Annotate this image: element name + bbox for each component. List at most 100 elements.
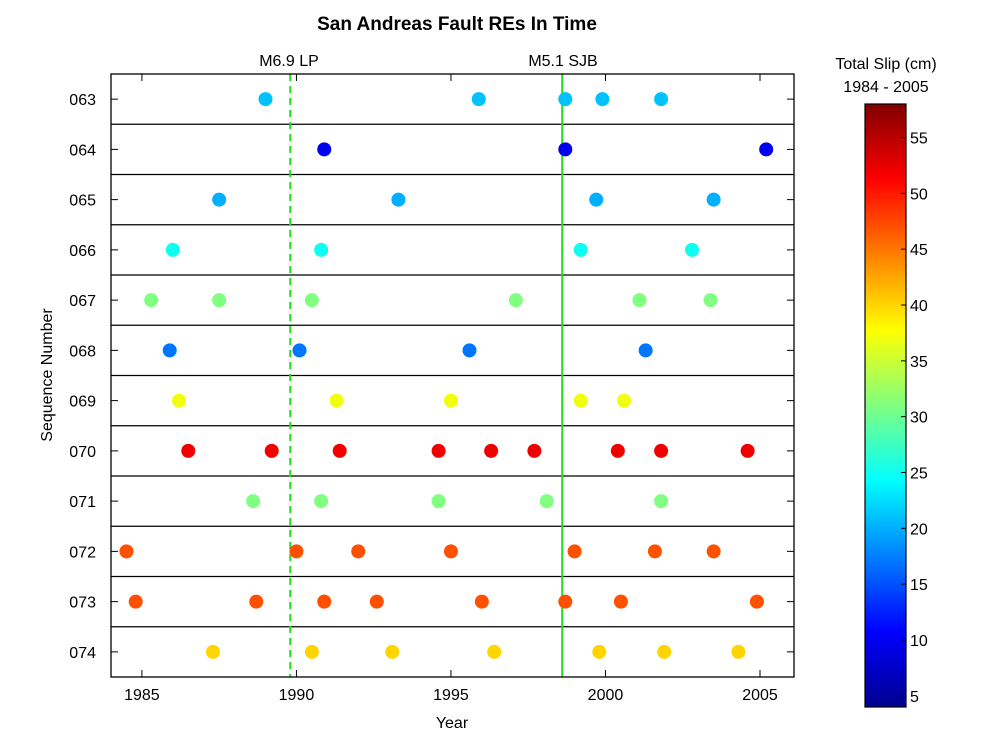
- y-tick-label: 064: [69, 142, 96, 159]
- data-point: [632, 293, 647, 308]
- data-point: [462, 343, 477, 358]
- data-point: [471, 92, 486, 107]
- event-lines: [289, 74, 564, 677]
- data-point: [589, 192, 604, 207]
- colorbar-tick-label: 45: [910, 242, 928, 259]
- data-point: [165, 242, 180, 257]
- colorbar-tick-label: 50: [910, 186, 928, 203]
- data-point: [317, 142, 332, 157]
- data-point: [703, 293, 718, 308]
- data-point: [304, 293, 319, 308]
- data-point: [474, 594, 489, 609]
- colorbar-subtitle: 1984 - 2005: [843, 79, 929, 96]
- x-axis-label: Year: [436, 715, 469, 732]
- sequence-rows: [111, 123, 794, 628]
- colorbar-title: Total Slip (cm): [835, 56, 936, 73]
- x-tick-label: 1995: [433, 687, 469, 704]
- y-tick-label: 071: [69, 494, 96, 511]
- data-point: [558, 92, 573, 107]
- data-point: [369, 594, 384, 609]
- data-point: [759, 142, 774, 157]
- data-point: [749, 594, 764, 609]
- x-tick-label: 2005: [742, 687, 778, 704]
- data-point: [610, 443, 625, 458]
- data-point: [317, 594, 332, 609]
- colorbar-tick-label: 40: [910, 298, 928, 315]
- data-point: [487, 644, 502, 659]
- data-point: [443, 544, 458, 559]
- colorbar-ticks: 5 10 15 20 25 30 35 40 45 50 55: [901, 131, 928, 706]
- data-point: [264, 443, 279, 458]
- y-tick-label: 066: [69, 243, 96, 260]
- data-point: [162, 343, 177, 358]
- y-tick-label: 074: [69, 645, 96, 662]
- data-point: [558, 594, 573, 609]
- x-tick-label: 1990: [279, 687, 315, 704]
- colorbar-tick-label: 10: [910, 633, 928, 650]
- y-tick-label: 072: [69, 544, 96, 561]
- data-point: [558, 142, 573, 157]
- data-point: [181, 443, 196, 458]
- data-point: [314, 494, 329, 509]
- data-point: [443, 393, 458, 408]
- data-point: [654, 494, 669, 509]
- data-point: [431, 443, 446, 458]
- data-point: [638, 343, 653, 358]
- y-axis: 063 064 065 066 067 068 069 070 071 072 073 074: [69, 92, 794, 662]
- data-point: [314, 242, 329, 257]
- data-point: [144, 293, 159, 308]
- y-tick-label: 068: [69, 343, 96, 360]
- data-point: [329, 393, 344, 408]
- colorbar: [864, 103, 907, 708]
- data-point: [567, 544, 582, 559]
- chart-title: San Andreas Fault REs In Time: [317, 14, 597, 35]
- data-point: [654, 443, 669, 458]
- y-axis-label: Sequence Number: [39, 308, 56, 442]
- data-point: [573, 242, 588, 257]
- y-tick-label: 073: [69, 595, 96, 612]
- x-tick-label: 1985: [124, 687, 160, 704]
- colorbar-tick-label: 20: [910, 521, 928, 538]
- data-point: [539, 494, 554, 509]
- data-point: [292, 343, 307, 358]
- data-point: [740, 443, 755, 458]
- y-tick-label: 067: [69, 293, 96, 310]
- data-point: [731, 644, 746, 659]
- colorbar-tick-label: 25: [910, 466, 928, 483]
- data-point: [258, 92, 273, 107]
- data-point: [212, 192, 227, 207]
- data-point: [431, 494, 446, 509]
- data-point: [592, 644, 607, 659]
- y-tick-label: 065: [69, 193, 96, 210]
- colorbar-tick-label: 15: [910, 577, 928, 594]
- data-point: [647, 544, 662, 559]
- data-point: [246, 494, 261, 509]
- data-point: [304, 644, 319, 659]
- data-point: [128, 594, 143, 609]
- x-tick-label: 2000: [588, 687, 624, 704]
- data-point: [249, 594, 264, 609]
- data-point: [685, 242, 700, 257]
- event-label-sjb: M5.1 SJB: [528, 53, 597, 70]
- data-point: [391, 192, 406, 207]
- data-point: [205, 644, 220, 659]
- data-point: [212, 293, 227, 308]
- data-point: [508, 293, 523, 308]
- colorbar-tick-label: 30: [910, 410, 928, 427]
- data-point: [657, 644, 672, 659]
- data-point: [706, 192, 721, 207]
- data-point: [706, 544, 721, 559]
- data-point: [484, 443, 499, 458]
- data-point: [613, 594, 628, 609]
- data-point: [171, 393, 186, 408]
- data-point: [119, 544, 134, 559]
- data-point: [654, 92, 669, 107]
- colorbar-tick-label: 5: [910, 689, 919, 706]
- colorbar-tick-label: 55: [910, 131, 928, 148]
- y-tick-label: 069: [69, 394, 96, 411]
- data-point: [351, 544, 366, 559]
- data-point: [332, 443, 347, 458]
- x-axis: 1985 1990 1995 2000 2005: [124, 74, 778, 704]
- data-point: [289, 544, 304, 559]
- data-point: [617, 393, 632, 408]
